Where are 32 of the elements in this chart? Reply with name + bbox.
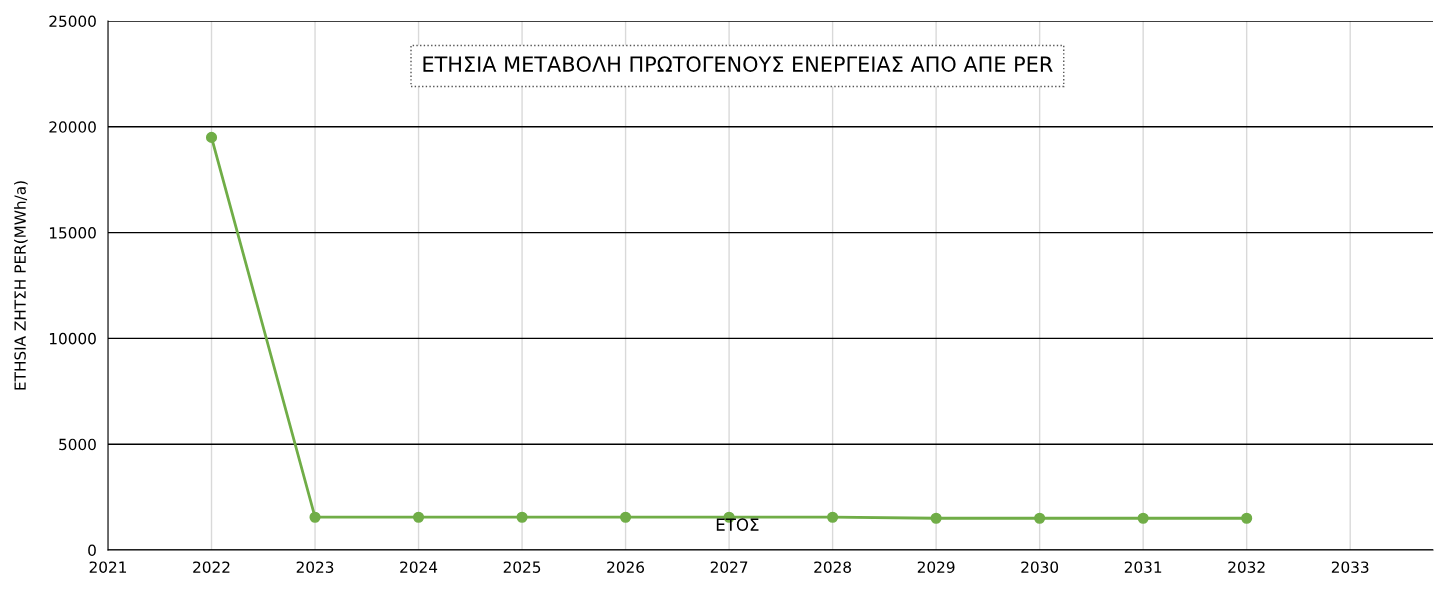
- x-tick-label: 2026: [607, 561, 645, 573]
- x-tick-label: 2028: [814, 561, 851, 573]
- y-tick-label: 20000: [49, 121, 96, 133]
- x-tick-label: 2025: [503, 561, 541, 573]
- point: [620, 511, 632, 523]
- x-axis-title: ΕΤΟΣ: [716, 518, 759, 531]
- point: [930, 512, 942, 524]
- y-tick-label: 0: [88, 544, 96, 557]
- y-axis-title: ETHSIA ΖΗΤΣΗ PER(MWh/a): [14, 181, 28, 390]
- y-tick-label: 25000: [49, 15, 96, 28]
- x-tick-label: 2027: [710, 561, 748, 573]
- point: [516, 511, 528, 523]
- y-tick-label: 15000: [49, 227, 96, 239]
- point: [1034, 512, 1046, 524]
- x-tick-label: 2030: [1021, 561, 1059, 573]
- point: [1241, 512, 1253, 524]
- point: [205, 131, 218, 143]
- x-tick-label: 2033: [1331, 561, 1369, 573]
- point: [412, 511, 425, 523]
- x-tick-label: 2023: [296, 561, 334, 573]
- point: [309, 511, 321, 523]
- x-tick-label: 2021: [89, 561, 127, 573]
- x-tick-label: 2032: [1228, 561, 1265, 573]
- point: [1137, 512, 1149, 524]
- x-tick-label: 2022: [193, 561, 230, 573]
- text: ΕΤΗΣΙΑ ΜΕΤΑΒΟΛΗ ΠΡΩΤΟΓΕΝΟΥΣ ΕΝΕΡΓΕΙΑΣ ΑΠΟ ΑΠΕ PER: [423, 56, 1053, 73]
- y-tick-label: 5000: [59, 438, 96, 451]
- x-tick-label: 2029: [917, 561, 955, 573]
- point: [827, 511, 839, 523]
- x-tick-label: 2024: [400, 561, 438, 573]
- y-tick-label: 10000: [49, 332, 96, 345]
- x-tick-label: 2031: [1124, 561, 1162, 573]
